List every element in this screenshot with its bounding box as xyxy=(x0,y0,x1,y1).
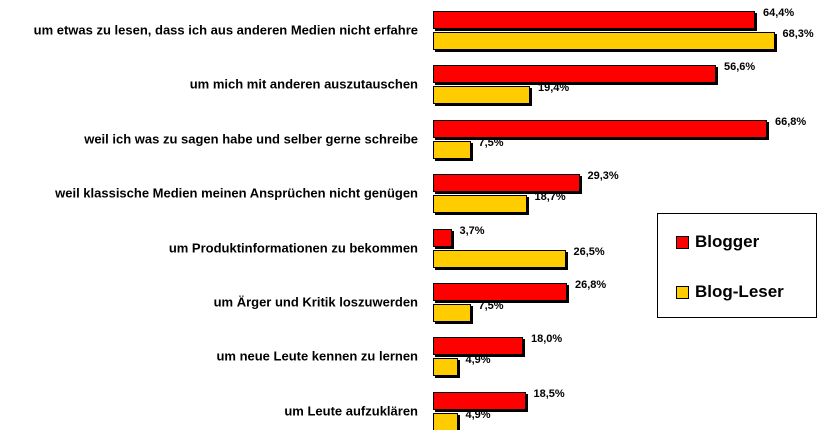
value-label: 3,7% xyxy=(459,224,485,237)
legend-swatch xyxy=(676,285,689,299)
category-text: um etwas zu lesen, dass ich aus anderen … xyxy=(33,22,418,38)
bar xyxy=(433,337,523,356)
value-label: 66,8% xyxy=(775,115,807,128)
bar xyxy=(433,304,471,322)
bar xyxy=(433,412,458,430)
legend-label: Blogger xyxy=(695,232,760,251)
value-label: 18,7% xyxy=(534,191,566,204)
legend-swatch xyxy=(676,235,689,249)
value-label: 29,3% xyxy=(587,170,619,183)
bar xyxy=(433,86,530,105)
value-label: 4,9% xyxy=(465,408,491,421)
value-label: 26,5% xyxy=(573,245,605,258)
category-text: um mich mit anderen auszutauschen xyxy=(189,76,418,92)
value-label: 4,9% xyxy=(465,354,491,367)
category-text: um neue Leute kennen zu lernen xyxy=(216,348,418,364)
category-label: um Ärger und Kritik loszuwerden xyxy=(0,293,418,312)
category-text: um Leute aufzuklären xyxy=(284,403,418,419)
value-label: 19,4% xyxy=(538,82,570,95)
value-label: 18,0% xyxy=(531,333,563,346)
category-text: weil klassische Medien meinen Ansprüchen… xyxy=(55,185,418,201)
bar xyxy=(433,228,452,247)
bar xyxy=(433,65,716,84)
value-label: 64,4% xyxy=(763,7,795,19)
legend-item: Blog-Leser xyxy=(676,282,784,302)
bar xyxy=(433,195,527,214)
category-label: weil ich was zu sagen habe und selber ge… xyxy=(0,129,418,148)
category-text: um Produktinformationen zu bekommen xyxy=(168,240,418,256)
bar xyxy=(433,32,775,50)
legend-item: Blogger xyxy=(676,232,759,252)
bar xyxy=(433,391,526,410)
value-label: 26,8% xyxy=(575,279,607,291)
category-text: um Ärger und Kritik loszuwerden xyxy=(213,294,418,310)
category-text: weil ich was zu sagen habe und selber ge… xyxy=(84,131,418,147)
value-label: 18,5% xyxy=(533,387,565,400)
category-label: um etwas zu lesen, dass ich aus anderen … xyxy=(0,21,418,40)
value-label: 7,5% xyxy=(478,136,504,149)
value-label: 56,6% xyxy=(724,61,756,74)
bar xyxy=(433,140,471,159)
category-label: weil klassische Medien meinen Ansprüchen… xyxy=(0,184,418,203)
legend-label: Blog-Leser xyxy=(695,282,784,301)
value-label: 68,3% xyxy=(782,28,814,40)
bar xyxy=(433,358,458,377)
value-label: 7,5% xyxy=(478,300,504,312)
bar xyxy=(433,119,767,138)
category-label: um Leute aufzuklären xyxy=(0,401,418,420)
bar xyxy=(433,11,755,29)
bar xyxy=(433,283,567,301)
category-label: um mich mit anderen auszutauschen xyxy=(0,75,418,94)
category-label: um neue Leute kennen zu lernen xyxy=(0,347,418,366)
category-label: um Produktinformationen zu bekommen xyxy=(0,238,418,257)
bar xyxy=(433,249,566,268)
bar xyxy=(433,174,580,193)
legend: Blogger Blog-Leser xyxy=(657,213,817,318)
